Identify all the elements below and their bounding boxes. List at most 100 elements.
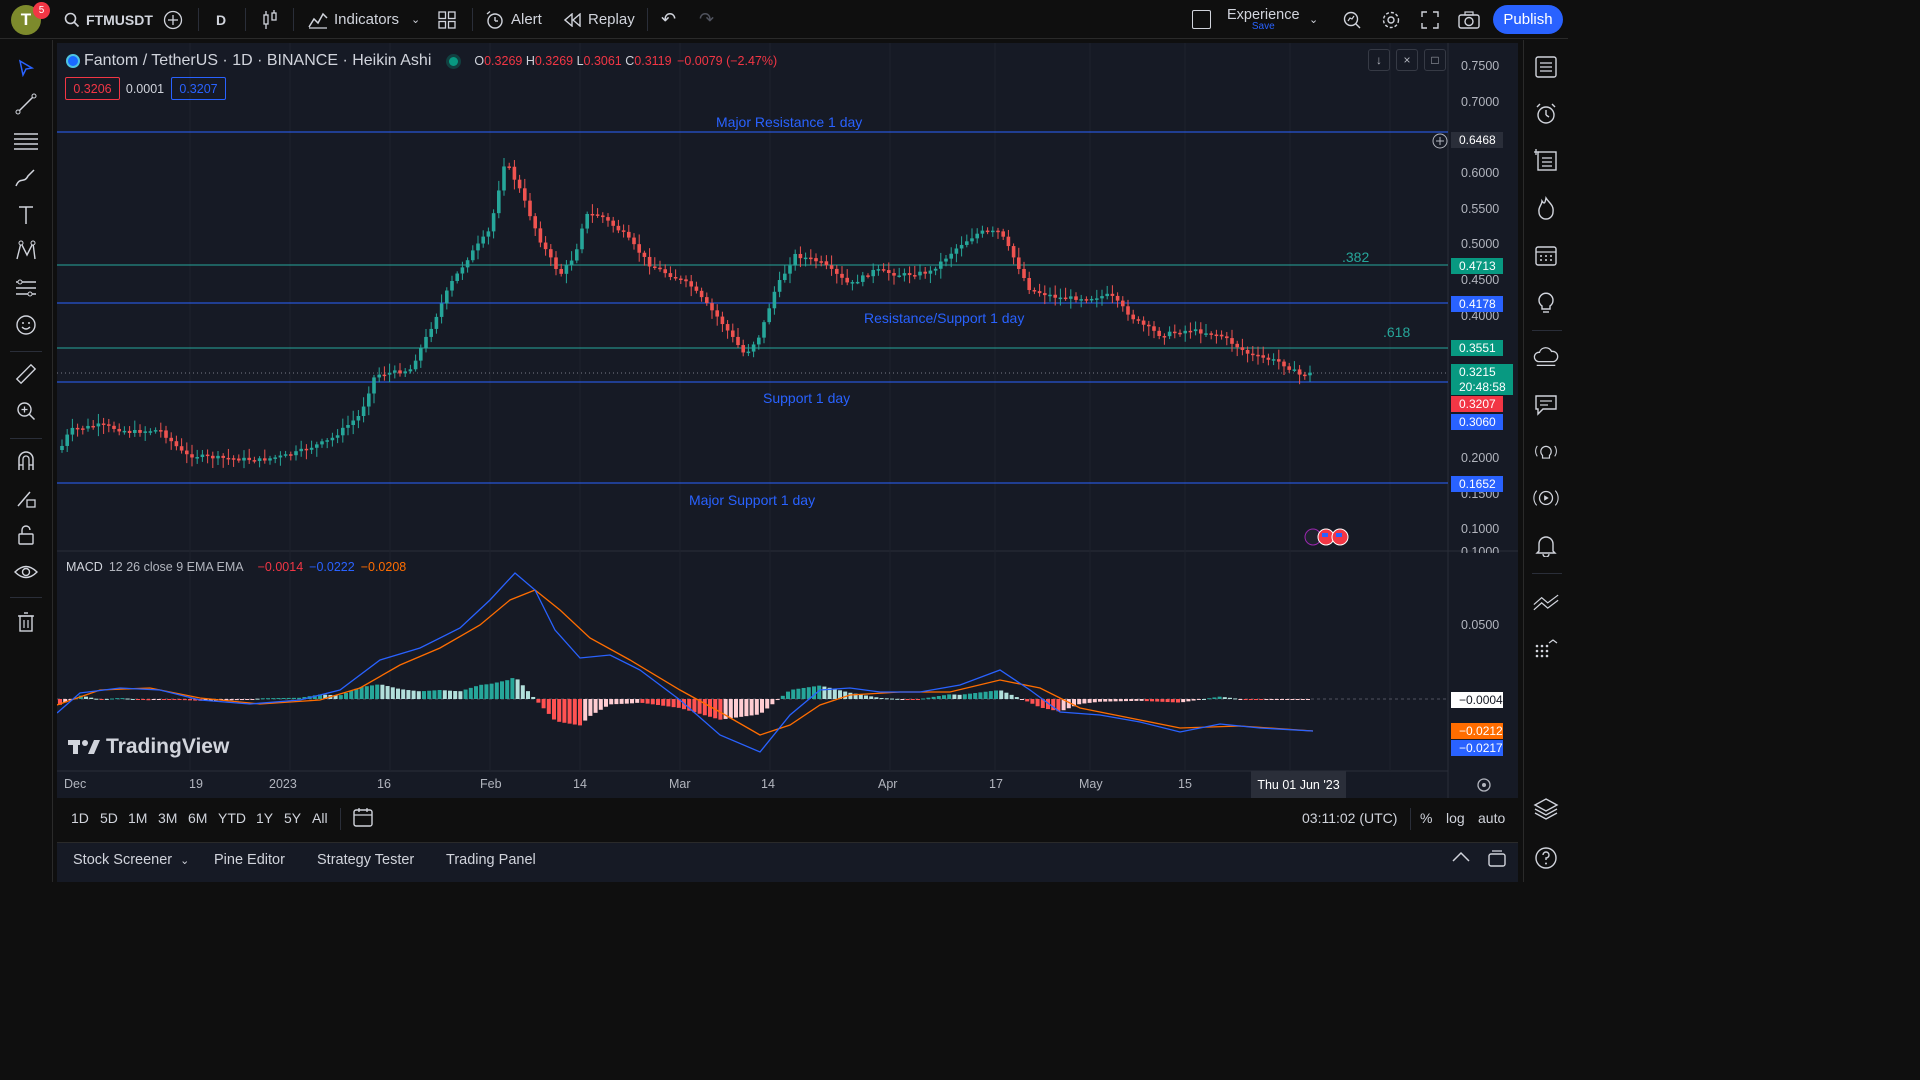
layouts-button[interactable] — [438, 0, 456, 39]
tab-pine-editor[interactable]: Pine Editor — [214, 852, 285, 868]
range-3m[interactable]: 3M — [158, 810, 178, 826]
buy-price-button[interactable]: 0.3207 — [171, 77, 226, 100]
messages-button[interactable] — [1533, 392, 1559, 418]
chart-settings-icon[interactable] — [1477, 778, 1491, 792]
major-support-label[interactable]: Major Support 1 day — [689, 492, 816, 508]
range-1m[interactable]: 1M — [128, 810, 148, 826]
candle-body — [528, 200, 532, 217]
alerts-button[interactable] — [1533, 101, 1559, 127]
replay-button[interactable]: Replay — [564, 0, 635, 39]
magnet-tool[interactable] — [13, 448, 39, 474]
interval-button[interactable]: D — [216, 11, 227, 28]
fib-382-label[interactable]: .382 — [1342, 249, 1370, 265]
candle-body — [315, 444, 319, 448]
measure-tool[interactable] — [13, 361, 39, 387]
range-1d[interactable]: 1D — [71, 810, 89, 826]
range-1y[interactable]: 1Y — [256, 810, 274, 826]
lock-drawings[interactable] — [13, 522, 39, 548]
compare-symbol-button[interactable] — [163, 0, 183, 39]
alert-button[interactable]: Alert — [485, 0, 542, 39]
remove-drawings[interactable] — [13, 609, 39, 635]
dom-button[interactable] — [1533, 637, 1559, 663]
tradingview-watermark[interactable]: TradingView — [68, 735, 229, 759]
expand-panel-button[interactable] — [1451, 850, 1471, 869]
scroll-down-button[interactable]: ↓ — [1368, 49, 1390, 71]
add-alert-icon[interactable] — [1432, 133, 1448, 149]
watchlist-button[interactable] — [1533, 54, 1559, 80]
fib-618-label[interactable]: .618 — [1383, 324, 1411, 340]
tips-button[interactable] — [1533, 439, 1559, 465]
zoom-tool[interactable] — [13, 398, 39, 424]
macd-signal-label: −0.0212 — [1451, 723, 1503, 739]
percent-scale-toggle[interactable]: % — [1420, 810, 1433, 826]
trend-line-tool[interactable] — [13, 91, 39, 117]
range-5d[interactable]: 5D — [100, 810, 118, 826]
log-scale-toggle[interactable]: log — [1446, 810, 1465, 826]
streams-button[interactable] — [1533, 485, 1559, 511]
range-5y[interactable]: 5Y — [284, 810, 302, 826]
notifications-button[interactable] — [1533, 532, 1559, 558]
symbol-label: FTMUSDT — [86, 11, 153, 28]
chart-area[interactable] — [57, 43, 1518, 798]
candle-body — [325, 440, 329, 442]
publish-button[interactable]: Publish — [1493, 5, 1563, 34]
settings-button[interactable] — [1381, 0, 1401, 39]
icon-tool[interactable] — [13, 312, 39, 338]
forecast-tool[interactable] — [13, 275, 39, 301]
undo-button[interactable]: ↶ — [661, 0, 676, 39]
major-resistance-label[interactable]: Major Resistance 1 day — [716, 114, 863, 130]
eye-icon — [14, 565, 38, 579]
ideas-button[interactable] — [1533, 289, 1559, 315]
snapshot-button[interactable] — [1458, 0, 1480, 39]
hide-drawings[interactable] — [13, 559, 39, 585]
tab-strategy-tester[interactable]: Strategy Tester — [317, 852, 415, 868]
pattern-tool[interactable] — [13, 238, 39, 264]
stay-in-drawing-mode[interactable] — [13, 485, 39, 511]
chart-legend[interactable]: Fantom / TetherUS · 1D · BINANCE · Heiki… — [66, 51, 777, 71]
macd-legend[interactable]: MACD 12 26 close 9 EMA EMA −0.0014 −0.02… — [66, 560, 406, 574]
maximize-pane-button[interactable]: □ — [1424, 49, 1446, 71]
range-ytd[interactable]: YTD — [218, 810, 246, 826]
tab-stock-screener[interactable]: Stock Screener ⌄ — [73, 852, 189, 868]
calendar-button[interactable] — [1533, 242, 1559, 268]
layout-name-button[interactable]: Experience Save — [1227, 0, 1300, 39]
range-6m[interactable]: 6M — [188, 810, 208, 826]
cursor-tool[interactable] — [13, 55, 39, 81]
data-window-icon — [1534, 149, 1557, 171]
range-all[interactable]: All — [312, 810, 328, 826]
auto-scale-toggle[interactable]: auto — [1478, 810, 1506, 826]
select-layout-checkbox[interactable] — [1192, 0, 1211, 39]
layers-button[interactable] — [1533, 796, 1559, 822]
macd-histogram-bar — [422, 691, 426, 699]
macd-histogram-bar — [900, 699, 905, 700]
help-button[interactable] — [1533, 845, 1559, 871]
redo-button[interactable]: ↷ — [699, 0, 714, 39]
collapse-button[interactable]: × — [1396, 49, 1418, 71]
tab-trading-panel[interactable]: Trading Panel — [446, 852, 536, 868]
macd-histogram-bar — [921, 698, 926, 700]
chart-type-button[interactable] — [261, 0, 279, 39]
hotlists-button[interactable] — [1533, 195, 1559, 221]
macd-histogram-bar — [177, 699, 182, 700]
brush-tool[interactable] — [13, 165, 39, 191]
fullscreen-button[interactable] — [1421, 0, 1439, 39]
sell-price-button[interactable]: 0.3206 — [65, 77, 120, 100]
indicators-button[interactable]: Indicators — [308, 0, 399, 39]
chart-canvas[interactable] — [57, 43, 1518, 798]
timezone-clock[interactable]: 03:11:02 (UTC) — [1302, 810, 1398, 826]
candle-body — [70, 427, 75, 435]
quick-search-button[interactable] — [1342, 0, 1362, 39]
candle-body — [850, 282, 855, 284]
goto-date-button[interactable] — [353, 807, 373, 832]
maximize-panel-button[interactable] — [1488, 850, 1506, 873]
trading-button[interactable] — [1533, 589, 1559, 615]
object-tree-button[interactable] — [1533, 147, 1559, 173]
symbol-search-button[interactable]: FTMUSDT — [64, 0, 153, 39]
support-label[interactable]: Support 1 day — [763, 390, 851, 406]
chats-button[interactable] — [1533, 344, 1559, 370]
indicators-dropdown[interactable]: ⌄ — [411, 0, 420, 39]
resistance-support-label[interactable]: Resistance/Support 1 day — [864, 310, 1025, 326]
text-tool[interactable] — [13, 202, 39, 228]
fib-tool[interactable] — [13, 128, 39, 154]
layout-dropdown[interactable]: ⌄ — [1309, 0, 1318, 39]
